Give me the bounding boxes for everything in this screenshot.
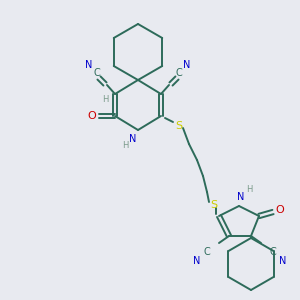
Text: S: S <box>210 200 218 210</box>
Text: N: N <box>183 60 191 70</box>
Text: C: C <box>176 68 182 78</box>
Text: C: C <box>94 68 100 78</box>
Text: N: N <box>279 256 287 266</box>
Text: N: N <box>237 192 245 202</box>
Text: N: N <box>129 134 137 144</box>
Text: O: O <box>276 205 284 215</box>
Text: C: C <box>204 247 210 257</box>
Text: N: N <box>193 256 201 266</box>
Text: S: S <box>176 121 183 131</box>
Text: H: H <box>246 184 252 194</box>
Text: H: H <box>122 142 128 151</box>
Text: N: N <box>85 60 93 70</box>
Text: O: O <box>88 111 96 121</box>
Text: H: H <box>102 94 108 103</box>
Text: C: C <box>270 247 276 257</box>
